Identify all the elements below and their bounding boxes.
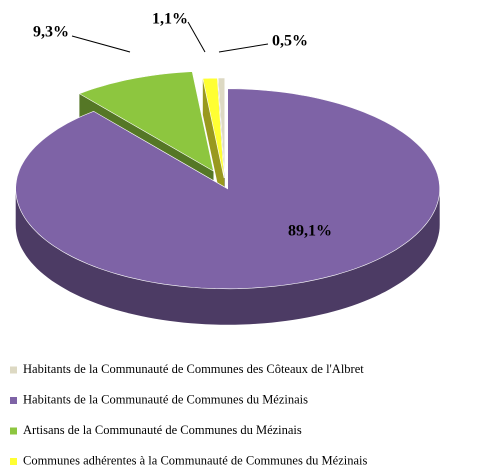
legend-swatch	[10, 397, 17, 404]
slice	[78, 71, 214, 172]
legend-label: Communes adhérentes à la Communauté de C…	[23, 453, 368, 467]
slice	[217, 77, 226, 179]
legend-swatch	[10, 366, 17, 374]
data-label: 9,3%	[33, 24, 69, 41]
slice	[202, 77, 225, 179]
leader-line	[218, 43, 269, 53]
legend-label: Habitants de la Communauté de Communes d…	[23, 362, 364, 376]
legend-swatch	[10, 458, 17, 465]
slice-side	[202, 78, 225, 214]
data-label: 1,1%	[152, 11, 188, 28]
legend-label: Habitants de la Communauté de Communes d…	[23, 392, 308, 406]
legend-swatch	[10, 427, 17, 435]
data-label: 0,5%	[272, 33, 308, 50]
slice-side	[15, 188, 440, 325]
leader-line	[187, 21, 206, 53]
slice	[15, 88, 441, 290]
legend-label: Artisans de la Communauté de Communes du…	[23, 423, 302, 437]
data-label: 89,1%	[288, 223, 332, 240]
leader-line	[71, 35, 131, 53]
